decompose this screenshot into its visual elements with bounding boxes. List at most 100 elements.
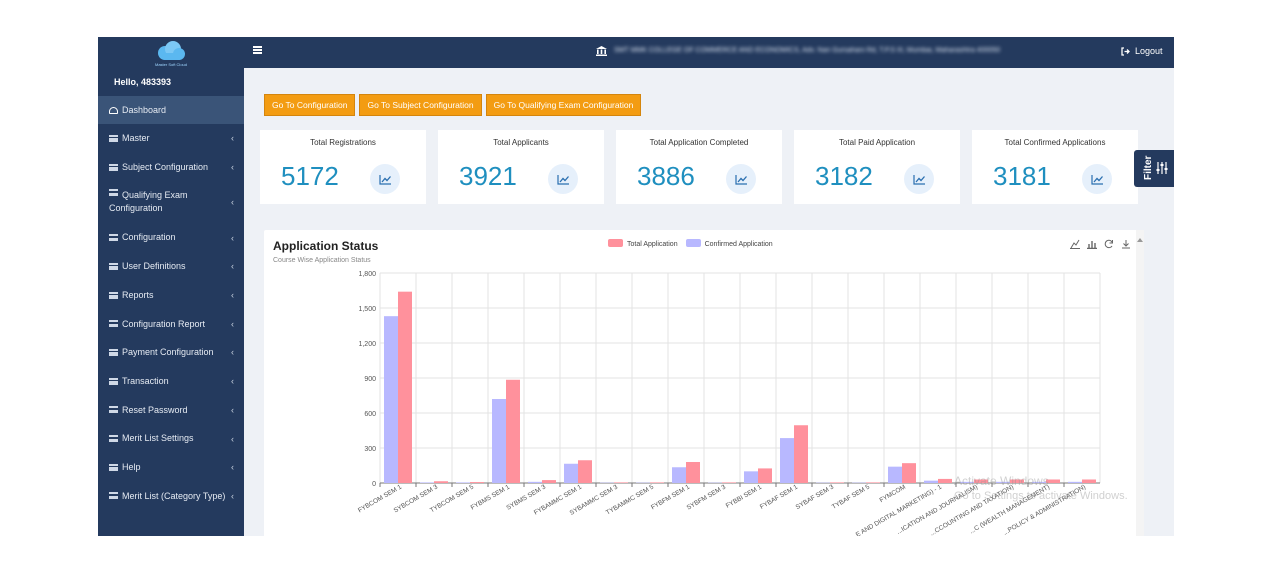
scroll-up-icon[interactable] xyxy=(1136,236,1144,244)
stat-card: Total Paid Application 3182 xyxy=(794,130,960,204)
sidebar-item-label: Merit List (Category Type) xyxy=(122,490,226,501)
legend-swatch xyxy=(608,239,623,247)
sidebar-item-label-line2: Configuration xyxy=(109,203,163,214)
sidebar-item-label: Configuration xyxy=(122,232,176,243)
chevron-left-icon: ‹ xyxy=(231,490,234,501)
bar-total xyxy=(542,480,556,483)
cloud-logo-icon xyxy=(158,41,185,60)
stat-title: Total Application Completed xyxy=(649,138,749,147)
bar-total xyxy=(686,462,700,483)
card-scrollbar[interactable] xyxy=(1136,230,1144,536)
x-tick-label: FYBFM SEM 1 xyxy=(650,483,691,511)
download-icon[interactable] xyxy=(1121,239,1131,249)
legend-item[interactable]: Total Application xyxy=(608,239,678,248)
bar-confirmed xyxy=(564,463,578,483)
go-to-configuration-button[interactable]: Go To Configuration xyxy=(264,94,356,116)
line-chart-icon[interactable] xyxy=(1070,239,1080,249)
x-tick-label: TYBAF SEM 5 xyxy=(831,483,871,510)
bar-total xyxy=(578,460,592,483)
bar-total xyxy=(974,479,988,483)
sidebar: Master Soft Cloud Hello, 483393 Dashboar… xyxy=(98,37,244,536)
chevron-left-icon: ‹ xyxy=(231,347,234,358)
sidebar-item-reports[interactable]: Reports ‹ xyxy=(98,281,244,310)
sidebar-item-reset-password[interactable]: Reset Password ‹ xyxy=(98,396,244,425)
sidebar-item-label: Help xyxy=(122,461,141,472)
legend-item[interactable]: Confirmed Application xyxy=(685,239,773,248)
bar-confirmed xyxy=(420,482,434,483)
bar-total xyxy=(398,291,412,483)
chart-title: Application Status xyxy=(273,239,379,253)
chevron-left-icon: ‹ xyxy=(231,232,234,243)
trend-icon xyxy=(904,164,934,194)
sidebar-item-transaction[interactable]: Transaction ‹ xyxy=(98,367,244,396)
y-tick-label: 300 xyxy=(364,446,376,453)
sidebar-item-merit-list-settings[interactable]: Merit List Settings ‹ xyxy=(98,424,244,453)
sidebar-item-user-definitions[interactable]: User Definitions ‹ xyxy=(98,252,244,281)
filter-label: Filter xyxy=(1143,155,1154,180)
sidebar-item-help[interactable]: Help ‹ xyxy=(98,453,244,482)
list-icon xyxy=(109,163,118,171)
app-window: SMT MMK COLLEGE OF COMMERCE AND ECONOMIC… xyxy=(98,37,1174,536)
bar-total xyxy=(830,482,844,483)
sidebar-item-merit-list-category-type[interactable]: Merit List (Category Type) ‹ xyxy=(98,482,244,511)
bar-total xyxy=(722,482,736,483)
bar-confirmed xyxy=(492,399,506,483)
sidebar-item-label: Reset Password xyxy=(122,404,188,415)
sidebar-item-configuration[interactable]: Configuration ‹ xyxy=(98,223,244,252)
list-icon xyxy=(109,435,118,443)
sidebar-item-configuration-report[interactable]: Configuration Report ‹ xyxy=(98,309,244,338)
logout-button[interactable]: Logout xyxy=(1121,46,1163,56)
sidebar-item-payment-configuration[interactable]: Payment Configuration ‹ xyxy=(98,338,244,367)
sidebar-item-label: Qualifying Exam xyxy=(122,190,188,201)
y-tick-label: 0 xyxy=(372,481,376,488)
bar-total xyxy=(1082,479,1096,483)
college-name: SMT MMK COLLEGE OF COMMERCE AND ECONOMIC… xyxy=(614,47,1001,54)
chevron-left-icon: ‹ xyxy=(231,290,234,301)
dashboard-icon xyxy=(109,106,118,114)
legend-label: Total Application xyxy=(627,241,678,248)
bar-total xyxy=(758,468,772,483)
menu-toggle-icon[interactable] xyxy=(253,46,262,54)
bar-confirmed xyxy=(744,471,758,483)
list-icon xyxy=(109,348,118,356)
bar-total xyxy=(794,425,808,483)
windows-activation-watermark: Activate Windows Go to Settings to activ… xyxy=(954,474,1128,504)
list-icon xyxy=(109,291,118,299)
y-tick-label: 1,800 xyxy=(358,271,376,278)
list-icon xyxy=(109,262,118,270)
logout-icon xyxy=(1121,46,1130,56)
filter-button[interactable]: Filter xyxy=(1134,150,1174,187)
trend-icon xyxy=(726,164,756,194)
list-icon xyxy=(109,189,118,197)
bar-total xyxy=(650,482,664,483)
bar-confirmed xyxy=(384,316,398,483)
sliders-icon xyxy=(1156,162,1168,174)
y-tick-label: 1,200 xyxy=(358,341,376,348)
logo-text: Master Soft Cloud xyxy=(154,62,187,67)
bar-confirmed xyxy=(924,480,938,483)
sidebar-item-subject-configuration[interactable]: Subject Configuration ‹ xyxy=(98,153,244,182)
application-status-card: Application Status Course Wise Applicati… xyxy=(264,230,1144,536)
sidebar-item-dashboard[interactable]: Dashboard xyxy=(98,96,244,124)
list-icon xyxy=(109,377,118,385)
refresh-icon[interactable] xyxy=(1104,239,1114,249)
trend-icon xyxy=(548,164,578,194)
chevron-left-icon: ‹ xyxy=(231,261,234,272)
bar-confirmed xyxy=(780,438,794,483)
go-to-subject-configuration-button[interactable]: Go To Subject Configuration xyxy=(359,94,482,116)
chevron-left-icon: ‹ xyxy=(231,197,234,208)
quick-actions: Go To Configuration Go To Subject Config… xyxy=(264,94,642,116)
x-tick-label: FYBBI SEM 1 xyxy=(725,483,764,509)
sidebar-item-label: Subject Configuration xyxy=(122,161,209,172)
bar-confirmed xyxy=(672,467,686,483)
top-navbar: SMT MMK COLLEGE OF COMMERCE AND ECONOMIC… xyxy=(98,37,1174,68)
sidebar-item-qualifying-exam[interactable]: Qualifying Exam Configuration ‹ xyxy=(98,181,244,223)
stat-title: Total Paid Application xyxy=(838,138,916,147)
bar-chart-icon[interactable] xyxy=(1087,239,1097,249)
chevron-left-icon: ‹ xyxy=(231,133,234,144)
sidebar-item-master[interactable]: Master ‹ xyxy=(98,124,244,153)
stat-card: Total Applicants 3921 xyxy=(438,130,604,204)
chart-subtitle: Course Wise Application Status xyxy=(273,257,371,264)
go-to-qualifying-exam-configuration-button[interactable]: Go To Qualifying Exam Configuration xyxy=(485,94,642,116)
bar-total xyxy=(470,482,484,483)
